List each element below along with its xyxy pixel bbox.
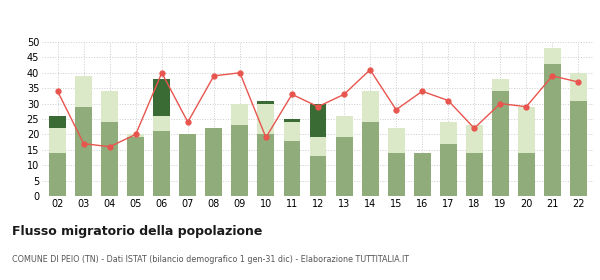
Bar [310,137,326,156]
Bar [335,116,353,137]
Bar [101,122,118,196]
Bar [440,122,457,144]
Bar [127,134,144,137]
Bar [440,144,457,196]
Bar [154,79,170,116]
Bar [101,91,118,122]
Bar [257,104,274,134]
Bar [544,64,561,196]
Bar [284,141,301,196]
Bar [518,153,535,196]
Bar [257,101,274,104]
Text: Flusso migratorio della popolazione: Flusso migratorio della popolazione [12,225,262,238]
Bar [49,153,66,196]
Bar [75,107,92,196]
Bar [492,91,509,196]
Bar [75,76,92,107]
Bar [544,48,561,64]
Bar [335,137,353,196]
Bar [205,128,223,196]
Bar [310,156,326,196]
Bar [154,116,170,131]
Bar [154,131,170,196]
Bar [232,104,248,125]
Bar [388,128,404,153]
Bar [127,137,144,196]
Bar [362,122,379,196]
Bar [466,125,482,153]
Bar [49,116,66,128]
Bar [232,125,248,196]
Bar [570,101,587,196]
Bar [466,153,482,196]
Bar [49,128,66,153]
Bar [257,134,274,196]
Bar [284,122,301,141]
Bar [570,73,587,101]
Bar [284,119,301,122]
Bar [310,104,326,137]
Bar [518,107,535,153]
Text: COMUNE DI PEIO (TN) - Dati ISTAT (bilancio demografico 1 gen-31 dic) - Elaborazi: COMUNE DI PEIO (TN) - Dati ISTAT (bilanc… [12,255,409,264]
Bar [362,91,379,122]
Bar [179,134,196,196]
Bar [492,79,509,91]
Bar [413,153,431,196]
Bar [388,153,404,196]
